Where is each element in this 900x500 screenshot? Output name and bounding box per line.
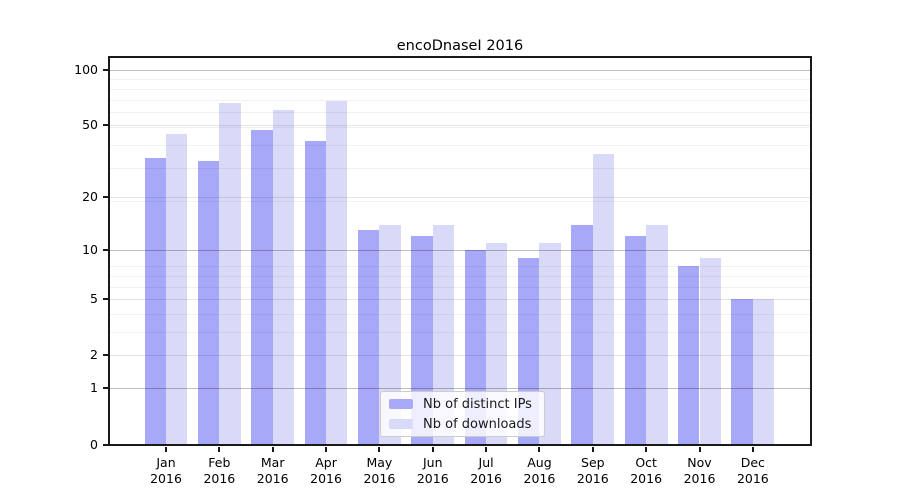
legend: Nb of distinct IPs Nb of downloads [380,391,545,437]
minor-gridline [110,331,810,333]
x-axis-tick-mar [271,446,274,452]
y-axis-tick-20 [103,196,108,199]
x-tick-label-nov: Nov 2016 [683,454,716,487]
bar-oct-series1 [646,224,668,445]
y-tick-label-20: 20 [82,189,98,205]
bar-apr-series0 [304,141,327,445]
bar-feb-series1 [219,103,241,445]
minor-gridline [110,145,810,147]
minor-gridline [110,88,810,90]
y-tick-label-2: 2 [90,347,98,363]
bar-mar-series1 [272,109,295,445]
legend-row: Nb of downloads [385,415,540,433]
x-axis-tick-jun [431,446,434,452]
y-axis-tick-0 [103,443,108,446]
major-gridline-2 [110,355,810,357]
legend-swatch-distinct-ips [389,399,413,409]
grid-layer [110,58,810,445]
bar-apr-series1 [326,100,348,445]
minor-gridline [110,126,810,128]
x-tick-label-sep: Sep 2016 [576,454,609,487]
x-tick-label-mar: Mar 2016 [256,454,289,487]
legend-label-distinct-ips: Nb of distinct IPs [423,396,532,412]
y-axis-tick-10 [103,248,108,251]
minor-gridline [110,201,810,203]
x-tick-label-jan: Jan 2016 [150,454,182,487]
major-gridline-50 [110,125,810,127]
bar-may-series0 [358,230,380,445]
y-axis-tick-50 [103,124,108,127]
major-gridline-100 [110,69,810,71]
y-tick-label-10: 10 [82,241,98,257]
minor-gridline [110,99,810,101]
bar-sep-series1 [592,153,615,445]
bar-sep-series0 [571,224,593,445]
legend-swatch-downloads [389,419,413,429]
bar-jun-series1 [432,224,455,445]
minor-gridline [110,112,810,114]
x-tick-label-may: May 2016 [363,454,396,487]
major-gridline-1 [110,388,810,390]
bar-mar-series0 [251,130,273,445]
bar-jan-series1 [166,133,188,445]
minor-gridline [110,275,810,277]
y-axis-tick-5 [103,298,108,301]
legend-row: Nb of distinct IPs [385,395,540,413]
minor-gridline [110,168,810,170]
plot-frame [108,56,812,446]
y-tick-label-50: 50 [82,117,98,133]
x-axis-tick-sep [591,446,594,452]
chart-title: encoDnaseI 2016 [396,38,524,54]
bar-nov-series1 [699,257,721,445]
legend-label-downloads: Nb of downloads [423,416,532,432]
bar-dec-series1 [752,299,775,445]
bar-dec-series0 [731,299,753,445]
x-tick-label-aug: Aug 2016 [523,454,556,487]
y-tick-label-100: 100 [74,61,98,77]
x-axis-tick-apr [325,446,328,452]
y-axis-tick-100 [103,68,108,71]
minor-gridline [110,266,810,268]
x-tick-label-apr: Apr 2016 [310,454,342,487]
x-axis-tick-oct [645,446,648,452]
x-axis-tick-aug [538,446,541,452]
bar-may-series1 [379,224,401,445]
x-axis-tick-jan [165,446,167,452]
y-tick-label-1: 1 [90,380,98,396]
x-axis-tick-may [378,446,381,452]
x-tick-label-dec: Dec 2016 [736,454,769,487]
y-axis-tick-2 [103,354,108,357]
major-gridline-5 [110,299,810,301]
x-tick-label-jul: Jul 2016 [470,454,502,487]
x-tick-label-oct: Oct 2016 [630,454,663,487]
y-tick-label-0: 0 [90,436,98,452]
bar-nov-series0 [678,266,700,445]
major-gridline-10 [110,249,810,251]
x-axis-tick-dec [751,446,754,452]
x-axis-tick-nov [698,446,701,452]
x-axis-tick-jul [485,446,488,452]
x-axis-tick-feb [218,446,221,452]
minor-gridline [110,286,810,288]
major-gridline-20 [110,197,810,199]
minor-gridline [110,79,810,81]
x-tick-label-feb: Feb 2016 [203,454,236,487]
minor-gridline [110,313,810,315]
y-tick-label-5: 5 [90,291,98,307]
bar-feb-series0 [197,160,220,445]
y-axis-tick-1 [103,387,108,390]
bar-jan-series0 [144,158,166,445]
bar-oct-series0 [624,236,647,445]
x-tick-label-jun: Jun 2016 [416,454,449,487]
